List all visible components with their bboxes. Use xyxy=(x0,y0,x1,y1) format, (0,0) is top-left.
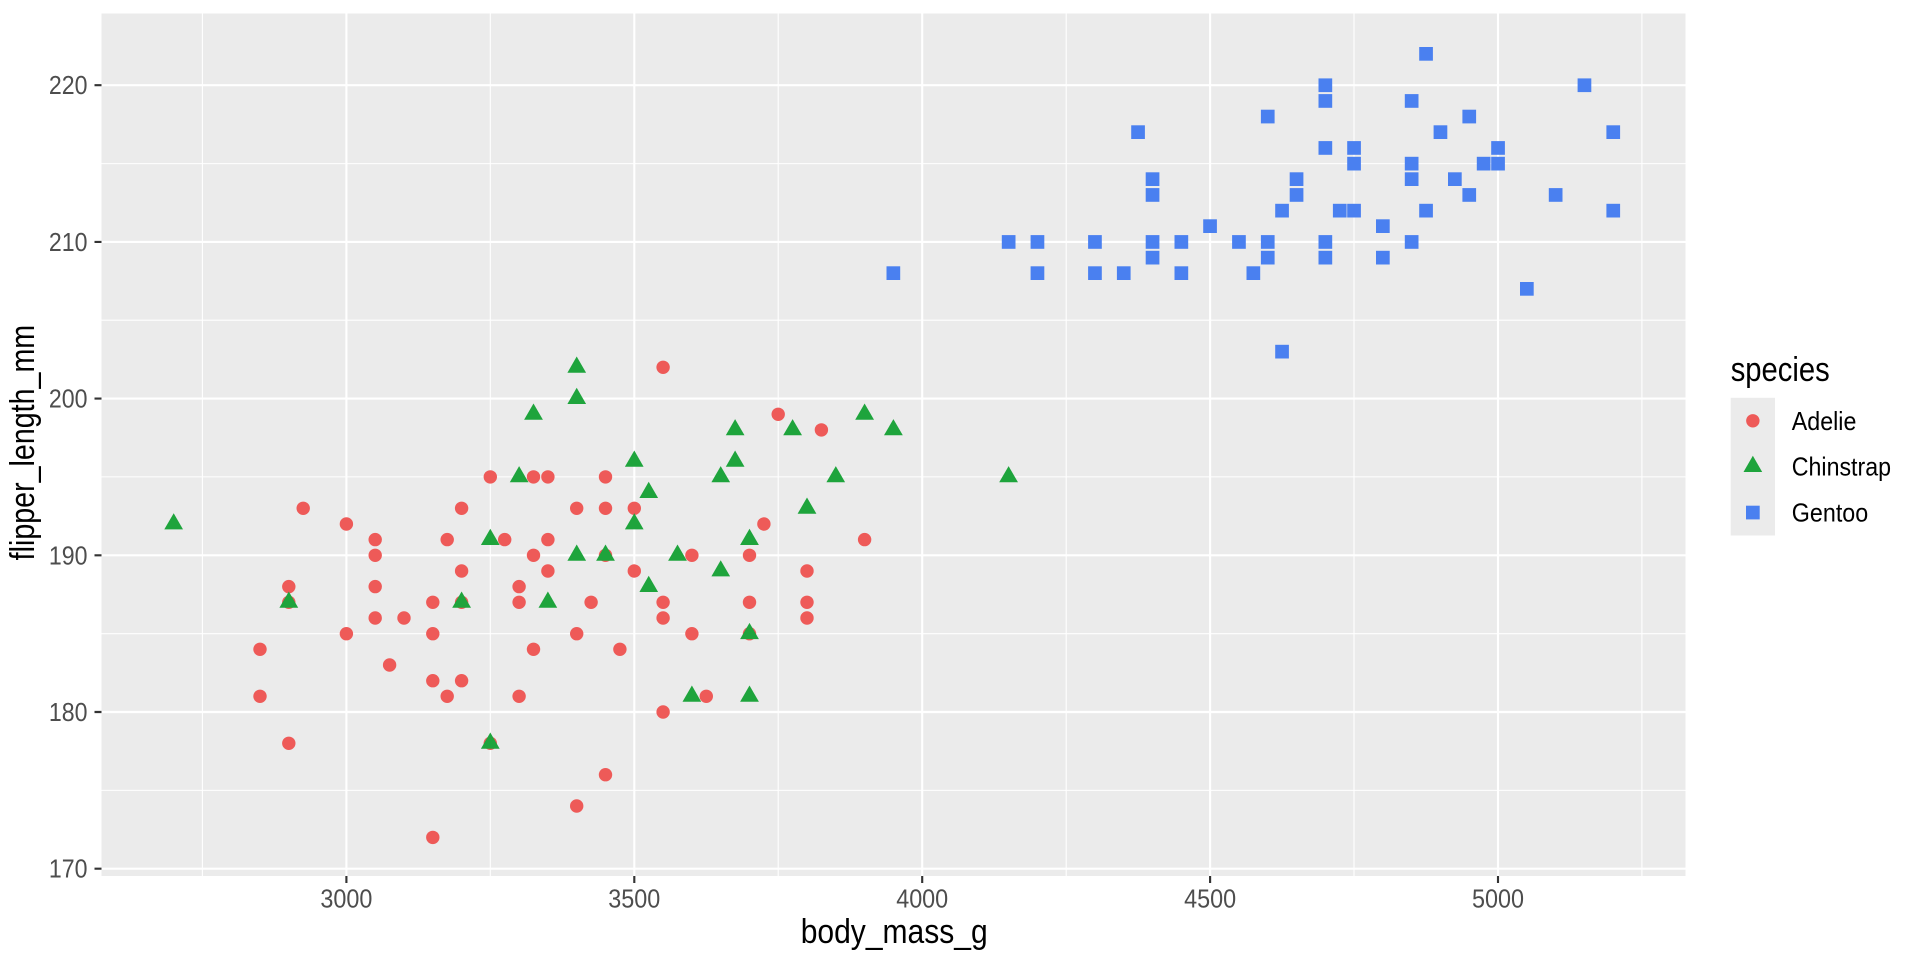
svg-text:Chinstrap: Chinstrap xyxy=(1792,452,1891,482)
svg-text:3500: 3500 xyxy=(608,884,660,914)
svg-text:3000: 3000 xyxy=(320,884,372,914)
svg-text:170: 170 xyxy=(49,854,88,884)
svg-text:4500: 4500 xyxy=(1184,884,1236,914)
svg-text:species: species xyxy=(1731,351,1830,389)
svg-text:190: 190 xyxy=(49,540,88,570)
svg-text:4000: 4000 xyxy=(896,884,948,914)
svg-text:5000: 5000 xyxy=(1472,884,1524,914)
svg-text:flipper_length_mm: flipper_length_mm xyxy=(4,325,42,560)
svg-text:Gentoo: Gentoo xyxy=(1792,498,1868,528)
svg-text:body_mass_g: body_mass_g xyxy=(801,913,988,951)
svg-text:220: 220 xyxy=(49,70,88,100)
svg-text:Adelie: Adelie xyxy=(1792,406,1857,436)
svg-text:200: 200 xyxy=(49,384,88,414)
svg-text:180: 180 xyxy=(49,697,88,727)
svg-text:210: 210 xyxy=(49,227,88,257)
